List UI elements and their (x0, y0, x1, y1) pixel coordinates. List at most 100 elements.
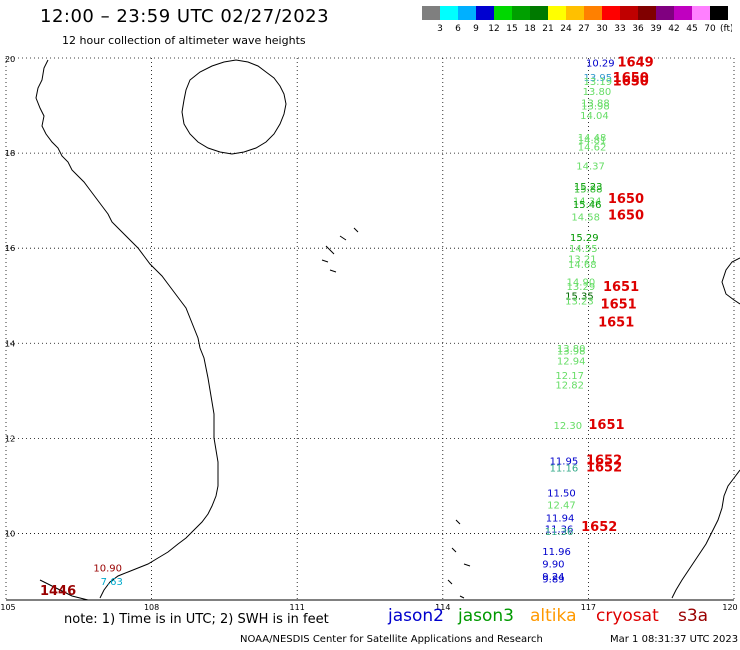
legend-cryosat: cryosat (596, 606, 659, 626)
wave-height-label: 14.58 (571, 213, 600, 224)
map-title: 12:00 – 23:59 UTC 02/27/2023 (40, 6, 330, 27)
color-scale-label: 24 (560, 24, 572, 34)
wave-height-label: 12.17 (555, 371, 584, 382)
wave-height-label: 9.89 (542, 574, 564, 585)
pass-time-label: 1650 (608, 192, 644, 207)
wave-height-label: 13.23 (565, 296, 594, 307)
vietnam-coast (35, 59, 219, 599)
color-swatch (710, 6, 728, 20)
wave-height-label: 14.37 (576, 162, 605, 173)
color-swatch (674, 6, 692, 20)
wave-height-label: 12.47 (547, 501, 576, 512)
wave-height-label: 14.55 (569, 244, 598, 255)
wave-height-label: 9.90 (542, 560, 564, 571)
wave-height-label: 9.24 (542, 572, 564, 583)
color-swatch (548, 6, 566, 20)
pass-time-label: 1652 (586, 461, 622, 476)
pass-time-labels: 1649165016501650165016511651165116511652… (40, 56, 654, 600)
lon-tick-label: 114 (435, 603, 450, 612)
lat-tick-label: 10 (5, 529, 15, 538)
wave-height-label: 13.98 (581, 101, 610, 112)
paracel-islands (321, 227, 359, 273)
color-swatch (566, 6, 584, 20)
color-scale-label: 45 (686, 24, 697, 34)
wave-height-label: 14.62 (578, 143, 607, 154)
pass-time-label: 1651 (601, 298, 637, 313)
wave-height-label: 14.90 (567, 277, 596, 288)
pass-time-label: 1651 (603, 280, 639, 295)
wave-height-label: 11.50 (547, 488, 576, 499)
wave-height-label: 14.34 (573, 196, 602, 207)
pass-time-label: 1446 (40, 584, 76, 599)
footer-timestamp: Mar 1 08:31:37 UTC 2023 (610, 634, 739, 645)
color-scale-label: 15 (506, 24, 517, 34)
wave-height-label: 15.23 (574, 182, 603, 193)
legend-s3a: s3a (678, 606, 709, 626)
lon-tick-label: 120 (722, 603, 737, 612)
legend-altika: altika (530, 606, 577, 626)
pass-time-label: 1650 (608, 209, 644, 224)
color-scale-label: 36 (632, 24, 644, 34)
color-scale-unit: (ft) (720, 24, 732, 34)
wave-height-label: 13.29 (567, 282, 596, 293)
color-swatch (656, 6, 674, 20)
pass-time-label: 1651 (588, 418, 624, 433)
wave-height-label: 12.94 (557, 357, 586, 368)
wave-height-label: 11.36 (545, 524, 574, 535)
color-swatch (512, 6, 530, 20)
units-note: note: 1) Time is in UTC; 2) SWH is in fe… (64, 612, 329, 627)
pass-time-label: 1649 (618, 56, 654, 71)
pass-time-label: 1650 (613, 71, 649, 86)
vietnam-coast-south (39, 579, 89, 601)
wave-height-label: 7.63 (101, 577, 123, 588)
axis-labels: 105 108 111 114 117 120 20 18 16 14 12 10 (0, 55, 737, 612)
pass-time-label: 1652 (581, 520, 617, 535)
color-scale-label: 27 (578, 24, 589, 34)
lat-tick-label: 12 (5, 434, 15, 443)
pass-time-label: 1650 (613, 75, 649, 90)
hainan-island (181, 59, 287, 155)
wave-height-label: 14.81 (578, 136, 607, 147)
lon-tick-label: 108 (144, 603, 159, 612)
color-scale-label: 42 (668, 24, 679, 34)
lat-tick-label: 16 (5, 244, 15, 253)
color-swatch (476, 6, 494, 20)
color-scale-label: 12 (488, 24, 499, 34)
wave-height-label: 11.36 (545, 527, 574, 538)
lat-lon-grid (5, 57, 735, 601)
wave-height-label: 13.21 (568, 254, 597, 265)
wave-height-label: 13.95 (584, 73, 613, 84)
pass-time-label: 1651 (598, 316, 634, 331)
color-swatch (638, 6, 656, 20)
lon-tick-label: 111 (290, 603, 305, 612)
color-swatch (440, 6, 458, 20)
lat-tick-label: 14 (5, 339, 15, 348)
color-scale-label: 9 (473, 24, 479, 34)
pass-time-label: 1652 (586, 454, 622, 469)
luzon-coast (721, 257, 740, 305)
wave-height-label: 11.96 (542, 547, 571, 558)
legend-jason3: jason3 (458, 606, 514, 626)
wave-height-label: 11.16 (550, 464, 579, 475)
lat-tick-label: 18 (5, 149, 15, 158)
map-subtitle: 12 hour collection of altimeter wave hei… (62, 34, 306, 47)
wave-height-label: 11.94 (546, 514, 575, 525)
color-scale-label: 6 (455, 24, 461, 34)
lon-tick-label: 117 (581, 603, 596, 612)
color-scale-label: 30 (596, 24, 608, 34)
color-swatch (584, 6, 602, 20)
color-swatch (530, 6, 548, 20)
wave-height-label: 12.82 (555, 380, 584, 391)
wave-height-label: 13.80 (557, 344, 586, 355)
color-scale-label: 18 (524, 24, 536, 34)
color-scale-label: 3 (437, 24, 443, 34)
wave-height-label: 13.98 (557, 347, 586, 358)
wave-height-label: 10.90 (93, 563, 122, 574)
wave-height-label: 15.88 (574, 185, 603, 196)
wave-height-label: 14.68 (568, 260, 597, 271)
wave-height-label: 12.30 (553, 421, 582, 432)
coastline (35, 59, 740, 601)
color-scale-label: 21 (542, 24, 553, 34)
